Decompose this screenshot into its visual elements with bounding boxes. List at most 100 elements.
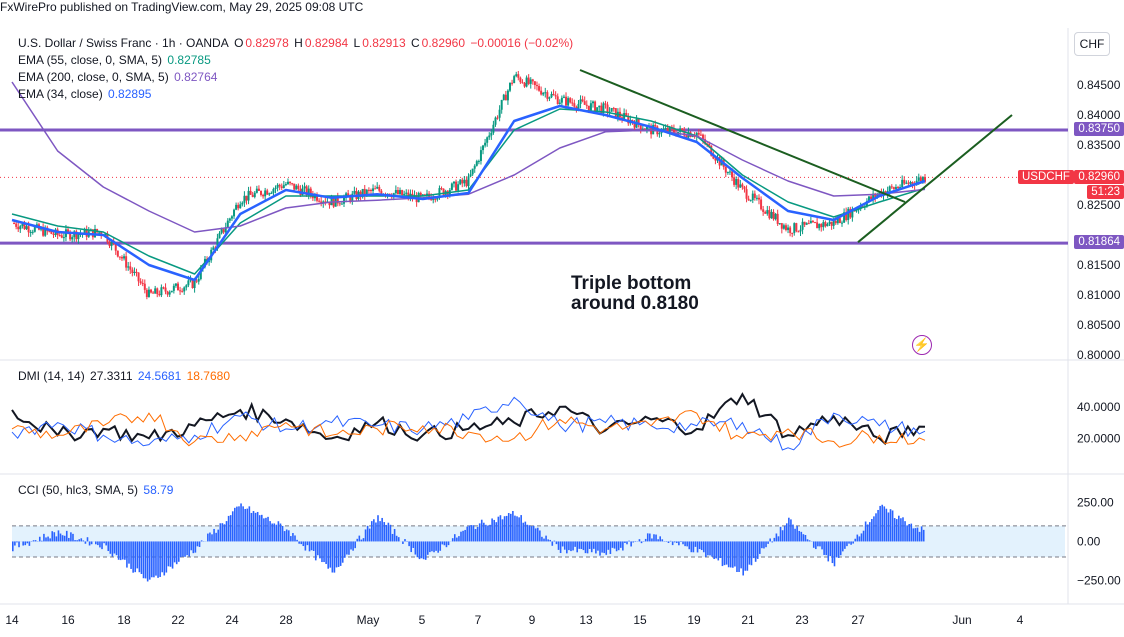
candle-body[interactable] — [606, 104, 609, 113]
candle-body[interactable] — [120, 257, 123, 259]
candle-body[interactable] — [758, 197, 760, 200]
time-axis-tick[interactable]: 5 — [419, 613, 426, 627]
candle-body[interactable] — [226, 220, 229, 228]
candle-body[interactable] — [581, 99, 584, 102]
cci-bar[interactable] — [825, 541, 827, 556]
cci-bar[interactable] — [47, 536, 49, 542]
cci-bar[interactable] — [217, 529, 220, 542]
cci-bar[interactable] — [298, 541, 300, 544]
cci-bar[interactable] — [242, 506, 244, 542]
candle-body[interactable] — [658, 133, 661, 135]
cci-bar[interactable] — [545, 535, 547, 542]
candle-body[interactable] — [419, 192, 422, 196]
candle-body[interactable] — [104, 233, 107, 236]
cci-bar[interactable] — [555, 541, 558, 545]
candle-body[interactable] — [75, 231, 78, 240]
cci-bar[interactable] — [138, 541, 141, 573]
minus-di-line[interactable] — [11, 410, 926, 448]
candle-body[interactable] — [515, 74, 518, 77]
cci-bar[interactable] — [88, 541, 91, 546]
cci-bar[interactable] — [427, 541, 429, 555]
cci-bar[interactable] — [661, 539, 664, 542]
cci-bar[interactable] — [696, 541, 699, 553]
candle-body[interactable] — [168, 292, 171, 295]
candle-body[interactable] — [637, 118, 640, 125]
cci-bar[interactable] — [246, 508, 249, 542]
candle-body[interactable] — [353, 190, 356, 194]
candle-body[interactable] — [872, 193, 875, 200]
cci-bar[interactable] — [275, 524, 278, 542]
candle-body[interactable] — [691, 136, 694, 138]
cci-bar[interactable] — [97, 541, 99, 546]
cci-bar[interactable] — [18, 541, 20, 548]
candle-body[interactable] — [436, 197, 439, 200]
cci-bar[interactable] — [437, 541, 439, 553]
candle-body[interactable] — [878, 191, 881, 195]
cci-bar[interactable] — [723, 541, 726, 566]
cci-bar[interactable] — [333, 541, 336, 573]
cci-bar[interactable] — [727, 541, 730, 568]
cci-bar[interactable] — [775, 533, 778, 542]
candle-body[interactable] — [399, 190, 402, 195]
candle-body[interactable] — [245, 195, 248, 201]
candle-body[interactable] — [118, 256, 121, 258]
candle-body[interactable] — [577, 103, 580, 109]
cci-bar[interactable] — [837, 541, 840, 558]
candle-body[interactable] — [519, 77, 522, 83]
candle-body[interactable] — [27, 226, 30, 233]
cci-bar[interactable] — [238, 506, 240, 542]
time-axis-tick[interactable]: Jun — [952, 613, 971, 627]
cci-bar[interactable] — [424, 541, 427, 560]
candle-body[interactable] — [807, 223, 810, 225]
cci-bar[interactable] — [615, 541, 618, 552]
cci-bar[interactable] — [310, 541, 313, 551]
cci-bar[interactable] — [590, 541, 593, 553]
cci-bar[interactable] — [198, 541, 201, 547]
candle-body[interactable] — [158, 294, 161, 296]
candle-body[interactable] — [484, 142, 487, 146]
candle-body[interactable] — [218, 233, 221, 239]
candle-body[interactable] — [71, 237, 74, 240]
cci-bar[interactable] — [28, 541, 31, 546]
candle-body[interactable] — [127, 266, 130, 268]
time-axis-tick[interactable]: 27 — [851, 613, 865, 627]
candle-body[interactable] — [457, 184, 460, 191]
candle-body[interactable] — [482, 145, 485, 151]
cci-bar[interactable] — [808, 540, 811, 542]
candle-body[interactable] — [58, 235, 61, 237]
cci-bar[interactable] — [850, 541, 852, 545]
candle-body[interactable] — [455, 181, 458, 191]
cci-bar[interactable] — [688, 541, 691, 550]
time-axis-tick[interactable]: 4 — [1017, 613, 1024, 627]
candle-body[interactable] — [766, 210, 769, 214]
cci-bar[interactable] — [823, 541, 825, 555]
ema55-line[interactable] — [11, 108, 926, 275]
candle-body[interactable] — [452, 181, 455, 184]
cci-bar[interactable] — [358, 535, 361, 542]
cci-bar[interactable] — [453, 534, 456, 542]
cci-bar[interactable] — [281, 525, 284, 542]
cci-bar[interactable] — [644, 538, 647, 542]
candle-body[interactable] — [793, 223, 796, 233]
cci-bar[interactable] — [920, 526, 923, 542]
candle-body[interactable] — [527, 77, 530, 84]
candle-body[interactable] — [432, 198, 435, 201]
cci-bar[interactable] — [732, 541, 734, 568]
candle-body[interactable] — [174, 283, 177, 286]
candle-body[interactable] — [834, 220, 837, 224]
cci-bar[interactable] — [323, 541, 325, 563]
cci-bar[interactable] — [705, 541, 707, 557]
cci-bar[interactable] — [528, 525, 531, 542]
cci-bar[interactable] — [891, 510, 894, 542]
cci-bar[interactable] — [485, 524, 487, 542]
cci-bar[interactable] — [107, 541, 110, 552]
symbol-title[interactable]: U.S. Dollar / Swiss Franc · 1h · OANDA — [18, 36, 229, 50]
cci-bar[interactable] — [119, 541, 122, 561]
cci-bar[interactable] — [321, 541, 323, 563]
candle-body[interactable] — [506, 90, 509, 101]
cci-bar[interactable] — [576, 541, 578, 553]
cci-bar[interactable] — [256, 511, 259, 542]
time-axis-tick[interactable]: 13 — [579, 613, 593, 627]
ema34-line[interactable] — [11, 104, 926, 282]
